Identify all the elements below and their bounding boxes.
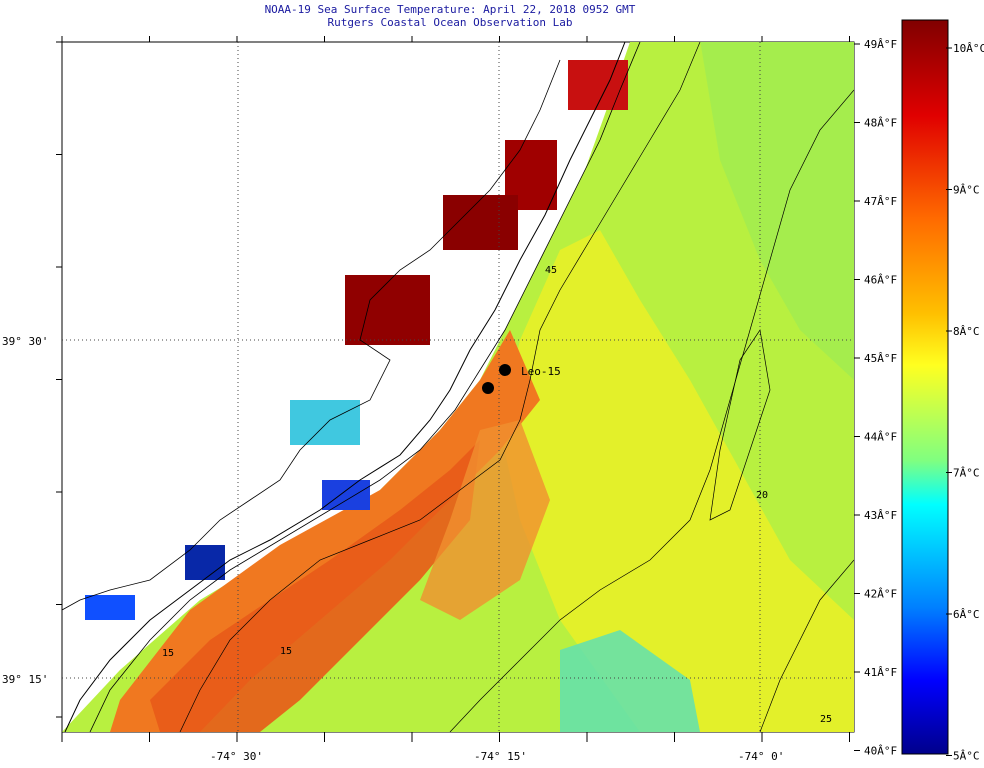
sst-warm-orange-offshore [420,420,550,620]
graticule [62,42,854,732]
sst-cold-patch-1 [322,480,370,510]
sst-cyan-bay-patch [290,400,360,445]
sst-hot-patch-north [568,60,628,110]
f-label: 49Â°F [864,38,897,51]
lon-label-3: -74° 0' [738,750,784,763]
depth-contour-ridge [709,329,771,521]
c-label: 10Â°C [953,42,984,55]
f-label: 44Â°F [864,431,897,444]
c-label: 9Â°C [953,184,980,197]
f-label: 42Â°F [864,588,897,601]
map-title: NOAA-19 Sea Surface Temperature: April 2… [264,3,636,16]
depth-contour-25 [449,89,854,732]
coastline [64,42,626,732]
contour-label-5: 25 [820,714,832,725]
colorbar [901,19,949,755]
f-label: 47Â°F [864,195,897,208]
f-label: 45Â°F [864,352,897,365]
lon-label-2: -74° 15' [474,750,527,763]
c-label: 5Â°C [953,750,980,763]
border-ticks [56,36,850,742]
f-label: 40Â°F [864,745,897,758]
lat-label-2: 39° 15' [2,673,48,686]
f-label: 43Â°F [864,509,897,522]
sst-cold-patch-3 [85,595,135,620]
depth-contour-15 [89,42,641,732]
c-label: 7Â°C [953,467,980,480]
celsius-scale: 10Â°C 9Â°C 8Â°C 7Â°C 6Â°C 5Â°C [946,42,984,763]
c-label: 8Â°C [953,325,980,338]
station-label: Leo-15 [521,365,561,378]
sst-hot-patch-3 [345,275,430,345]
f-label: 41Â°F [864,666,897,679]
sst-cold-patch-2 [185,545,225,580]
f-label: 46Â°F [864,274,897,287]
lon-label-1: -74° 30' [210,750,263,763]
depth-contour-east [759,559,854,732]
c-label: 6Â°C [953,608,980,621]
contour-label-1: 15 [280,646,292,657]
lat-label-1: 39° 30' [2,335,48,348]
shoreline-inner [62,59,561,611]
sst-hot-patch-2 [443,195,518,250]
sst-warm-band-inner [150,440,480,732]
sst-green-patch [700,42,854,380]
contour-label-3: 45 [545,265,557,276]
contour-label-2: 15 [162,648,174,659]
station-marker-secondary [482,382,494,394]
f-label: 48Â°F [864,117,897,130]
sst-yellow-band [500,230,854,732]
contour-label-4: 20 [756,490,768,501]
fahrenheit-scale: 49Â°F 48Â°F 47Â°F 46Â°F 45Â°F 44Â°F 43Â°F 42Â°F… [854,38,897,758]
station-marker-leo15 [499,364,511,376]
sst-cyan-patch [560,630,700,732]
depth-contour-20 [179,42,701,732]
sst-warm-band [110,330,540,732]
map-subtitle: Rutgers Coastal Ocean Observation Lab [327,16,573,29]
